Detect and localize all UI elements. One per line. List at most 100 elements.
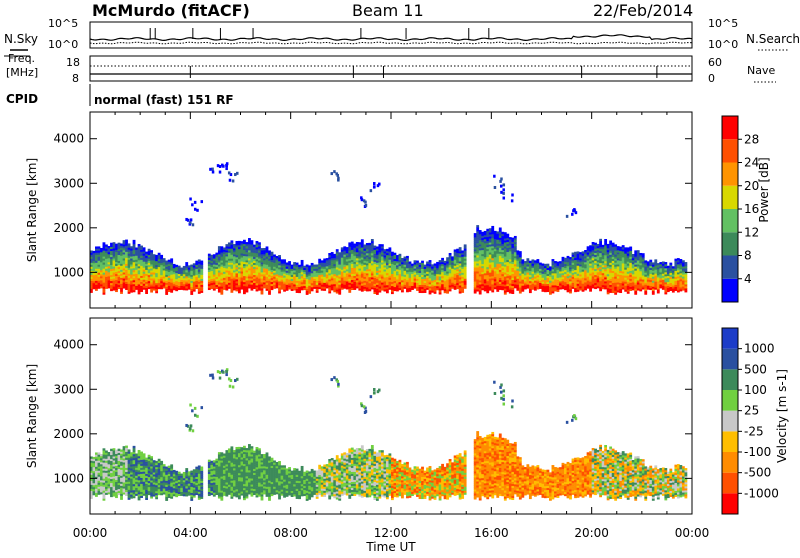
power-cell (429, 272, 432, 274)
power-cell (383, 269, 386, 271)
power-cell (123, 258, 126, 260)
power-cell (429, 274, 432, 276)
power-cell (185, 286, 188, 288)
power-cell (521, 263, 524, 265)
power-cell (220, 254, 223, 256)
velocity-cell (110, 475, 113, 477)
power-cell (622, 253, 625, 255)
power-cell (617, 290, 620, 292)
power-cell (266, 254, 269, 256)
power-cell (103, 264, 106, 266)
power-cell (594, 267, 597, 269)
power-cell (587, 252, 590, 254)
power-cell (145, 286, 148, 288)
power-cell (622, 247, 625, 249)
power-cell (135, 268, 138, 270)
velocity-cell (100, 458, 103, 460)
power-cell (674, 289, 677, 291)
power-cell (476, 227, 479, 229)
power-cell (622, 271, 625, 273)
power-cell (391, 272, 394, 274)
power-cell (629, 285, 632, 287)
power-cell (647, 261, 650, 263)
power-cell (481, 240, 484, 242)
power-cell (230, 254, 233, 256)
power-cell (150, 260, 153, 262)
power-cell (534, 266, 537, 268)
power-cell (135, 270, 138, 272)
power-cell (306, 273, 309, 275)
velocity-cell (110, 469, 113, 471)
power-cell (506, 264, 509, 266)
power-cell (183, 274, 186, 276)
power-cell (461, 281, 464, 283)
power-cell (383, 265, 386, 267)
power-cell (368, 251, 371, 253)
power-cell (213, 278, 216, 280)
power-cell (190, 291, 193, 293)
power-cell (664, 262, 667, 264)
power-cell (399, 260, 402, 262)
power-cell (431, 270, 434, 272)
power-cell (298, 273, 301, 275)
power-cell (559, 271, 562, 273)
power-cell (491, 242, 494, 244)
power-cell (511, 244, 514, 246)
velocity-cell (105, 471, 108, 473)
power-cell (607, 262, 610, 264)
power-cell (208, 254, 211, 256)
power-cell (494, 255, 497, 257)
power-cell (278, 275, 281, 277)
power-cell (246, 256, 249, 258)
power-cell (521, 265, 524, 267)
power-cell (251, 258, 254, 260)
power-cell (624, 253, 627, 255)
power-cell (115, 270, 118, 272)
power-cell (133, 256, 136, 258)
power-cell (138, 246, 141, 248)
power-cell (499, 272, 502, 274)
power-cell (283, 261, 286, 263)
power-cell (574, 290, 577, 292)
power-cell (499, 252, 502, 254)
power-cell (243, 282, 246, 284)
power-cell (574, 276, 577, 278)
power-cell (133, 254, 136, 256)
power-cell (120, 249, 123, 251)
power-cell (103, 280, 106, 282)
power-cell (248, 244, 251, 246)
power-cell (642, 257, 645, 259)
power-cell (446, 259, 449, 261)
power-cell (617, 270, 620, 272)
power-cell (539, 277, 542, 279)
power-cell (170, 276, 173, 278)
power-cell (521, 273, 524, 275)
power-cell (235, 267, 238, 269)
power-cell (564, 258, 567, 260)
power-cell (574, 264, 577, 266)
power-cell (281, 259, 284, 261)
power-cell (589, 283, 592, 285)
power-cell (195, 269, 198, 271)
power-cell (594, 243, 597, 245)
power-cell (409, 261, 412, 263)
power-cell (330, 172, 333, 175)
power-cell (148, 271, 151, 273)
power-cell (499, 280, 502, 282)
power-cell (446, 283, 449, 285)
power-cell (491, 274, 494, 276)
power-cell (592, 242, 595, 244)
power-cell (609, 285, 612, 287)
power-cell (128, 255, 131, 257)
power-cell (549, 292, 552, 294)
power-cell (416, 277, 419, 279)
power-cell (494, 186, 497, 189)
power-cell (481, 256, 484, 258)
power-cell (597, 268, 600, 270)
power-cell (160, 271, 163, 273)
power-cell (178, 284, 181, 286)
power-cell (175, 269, 178, 271)
power-cell (143, 273, 146, 275)
power-cell (476, 235, 479, 237)
power-cell (577, 269, 580, 271)
